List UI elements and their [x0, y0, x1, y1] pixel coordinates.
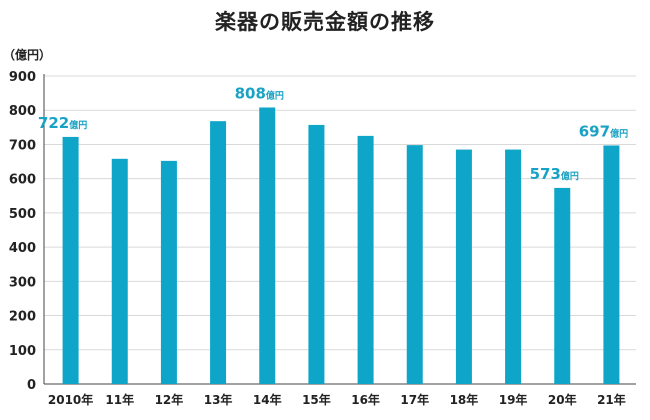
bar — [111, 158, 128, 384]
data-label-value: 573 — [530, 165, 561, 183]
data-label-value: 808 — [235, 84, 266, 102]
y-tick-label: 400 — [9, 241, 36, 256]
chart-title: 楽器の販売金額の推移 — [215, 10, 435, 34]
bar — [210, 121, 227, 384]
x-tick-label: 12年 — [155, 392, 184, 407]
x-tick-label: 21年 — [597, 392, 626, 407]
bar — [406, 145, 423, 384]
data-label: 697億円 — [579, 122, 628, 140]
data-label: 722億円 — [38, 114, 87, 132]
x-tick-label: 17年 — [400, 392, 429, 407]
x-tick-label: 19年 — [499, 392, 528, 407]
data-label-unit: 億円 — [69, 119, 87, 131]
y-tick-label: 600 — [9, 173, 36, 188]
y-tick-label: 100 — [9, 344, 36, 359]
x-tick-label: 11年 — [105, 392, 134, 407]
data-label-unit: 億円 — [561, 170, 579, 182]
bar — [308, 124, 325, 384]
bar — [554, 187, 571, 384]
data-label-unit: 億円 — [266, 89, 284, 101]
bar — [160, 160, 177, 384]
x-tick-label: 14年 — [253, 392, 282, 407]
x-tick-label: 13年 — [204, 392, 233, 407]
data-label-value: 722 — [38, 114, 69, 132]
y-tick-label: 800 — [9, 104, 36, 119]
bar — [62, 136, 79, 384]
y-axis-unit-label: （億円） — [3, 48, 52, 62]
y-tick-label: 500 — [9, 207, 36, 222]
bar — [603, 145, 620, 384]
y-tick-label: 0 — [27, 378, 36, 393]
data-label-value: 697 — [579, 122, 610, 140]
bar — [357, 135, 374, 384]
x-tick-label: 16年 — [351, 392, 380, 407]
x-tick-label: 15年 — [302, 392, 331, 407]
y-tick-label: 200 — [9, 310, 36, 325]
x-tick-label: 20年 — [548, 392, 577, 407]
bar — [455, 149, 472, 384]
data-label: 808億円 — [235, 84, 284, 102]
y-tick-label: 900 — [9, 70, 36, 85]
y-tick-label: 300 — [9, 275, 36, 290]
data-label: 573億円 — [530, 165, 579, 183]
x-tick-label: 18年 — [450, 392, 479, 407]
x-tick-label: 2010年 — [48, 392, 93, 407]
bar — [505, 149, 522, 384]
y-tick-label: 700 — [9, 138, 36, 153]
data-label-unit: 億円 — [610, 127, 628, 139]
bar — [259, 107, 276, 385]
